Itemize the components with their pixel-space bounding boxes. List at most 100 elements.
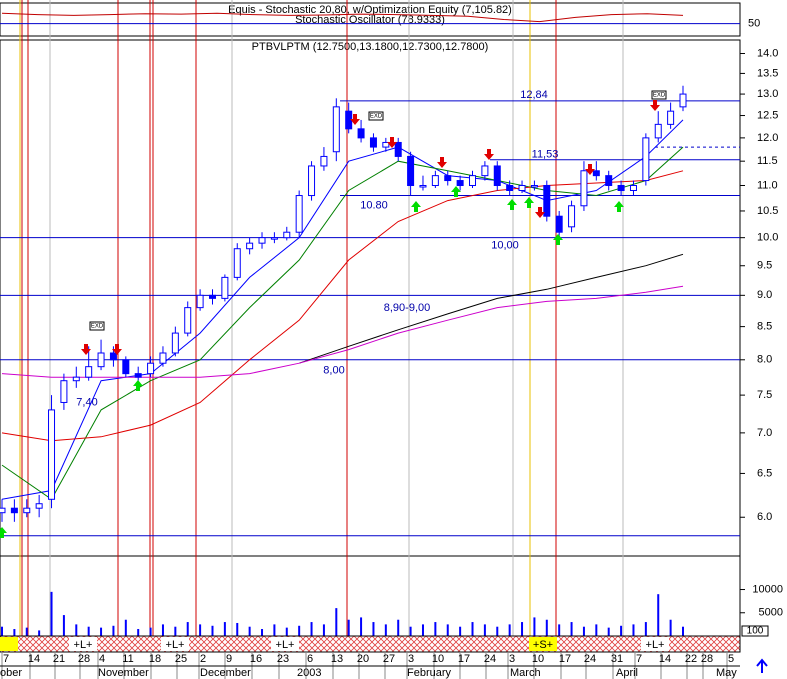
strip-start (0, 637, 18, 651)
candle-body (147, 362, 155, 375)
month-label: December (200, 667, 251, 679)
volume-bar (669, 619, 672, 636)
sell-arrow (484, 149, 494, 160)
level-label: 12,84 (520, 89, 548, 101)
sell-arrow (437, 157, 447, 168)
candle-body (493, 165, 501, 187)
sell-arrow (650, 100, 660, 111)
volume-bar (446, 624, 449, 636)
x-tick-label: 14 (659, 653, 671, 665)
x-tick-label: 28 (78, 653, 90, 665)
candle-body (481, 165, 489, 177)
x-tick-label: 5 (728, 653, 734, 665)
candle-body (258, 237, 266, 244)
sell-arrow (535, 207, 545, 218)
y-tick-label: 11.5 (757, 155, 778, 167)
x-tick-label: 27 (383, 653, 395, 665)
x-tick-label: 17 (458, 653, 470, 665)
candle-body (382, 141, 390, 148)
x-tick-label: 11 (122, 653, 133, 665)
x-tick-label: 25 (175, 653, 187, 665)
level-label: 8,00 (323, 365, 344, 377)
month-label: May (716, 667, 737, 679)
scroll-arrow[interactable] (756, 658, 768, 673)
candle-body (592, 170, 600, 177)
x-tick-label: 24 (584, 653, 596, 665)
volume-bar (38, 630, 41, 636)
volume-bar (199, 624, 202, 636)
buy-arrow (411, 201, 421, 212)
volume-bar (657, 594, 660, 636)
candle-body (642, 137, 650, 182)
candle-body (109, 352, 117, 361)
candle-body (171, 332, 179, 354)
volume-bar (13, 629, 16, 636)
volume-bar (75, 624, 78, 636)
strip-box (529, 637, 557, 651)
scale-box-label: 100 (747, 626, 764, 637)
x-tick-label: 13 (331, 653, 343, 665)
exd-label: EXD (653, 93, 666, 99)
buy-arrow (524, 197, 534, 208)
buy-arrow (507, 199, 517, 210)
candle-body (605, 175, 613, 187)
candle-body (332, 106, 340, 153)
candle-body (10, 507, 18, 514)
candle-body (196, 294, 204, 309)
volume-bar (310, 622, 313, 636)
x-tick-label: 31 (611, 653, 623, 665)
candle-body (48, 409, 56, 500)
volume-bar (545, 619, 548, 636)
candle-body (679, 93, 687, 108)
candle-body (407, 155, 415, 187)
moving-average (1, 285, 684, 378)
exd-box (651, 90, 667, 100)
sell-arrow (387, 137, 397, 148)
month-label: February (407, 667, 452, 679)
exd-label: EXD (370, 114, 383, 120)
volume-bar (236, 622, 239, 636)
volume-bar (285, 627, 288, 636)
candle-body (456, 180, 464, 187)
signal-strip (0, 635, 741, 653)
indicator-panel (0, 2, 741, 37)
volume-bar (137, 629, 140, 636)
strip-label: +L+ (646, 639, 665, 651)
volume-bar (521, 622, 524, 636)
candle-body (60, 380, 68, 403)
volume-bar (421, 624, 424, 636)
volume-bar (384, 624, 387, 636)
volume-bar (347, 619, 350, 636)
volume-bar (25, 627, 28, 636)
volume-bar (483, 624, 486, 636)
level-label: 10.80 (360, 199, 388, 211)
candle-body (233, 248, 241, 278)
indicator-subtitle: Stochastic Oscillator (78.9333) (295, 14, 445, 26)
x-tick-label: 14 (28, 653, 40, 665)
buy-arrow (133, 380, 143, 391)
x-tick-label: 28 (701, 653, 713, 665)
strip-box (69, 637, 97, 651)
candle-body (555, 215, 563, 233)
strip-box (271, 637, 299, 651)
y-tick-label: 9.5 (757, 260, 772, 272)
candle-body (85, 366, 93, 378)
sell-arrow (350, 114, 360, 125)
x-tick-label: 22 (685, 653, 697, 665)
volume-bar (582, 626, 585, 636)
level-label: 10,00 (491, 240, 519, 252)
candle-body (419, 185, 427, 188)
volume-bar (161, 624, 164, 636)
candle-body (357, 128, 365, 139)
y-tick-label: 7.0 (757, 427, 772, 439)
candle-body (134, 373, 142, 378)
x-tick-label: 2 (200, 653, 206, 665)
candle-body (431, 175, 439, 187)
strip-label: +L+ (166, 639, 185, 651)
moving-average (1, 170, 684, 442)
strip-box (641, 637, 669, 651)
candle-body (469, 175, 477, 187)
level-label: 11,53 (532, 149, 559, 161)
strip-label: +S+ (533, 639, 553, 651)
